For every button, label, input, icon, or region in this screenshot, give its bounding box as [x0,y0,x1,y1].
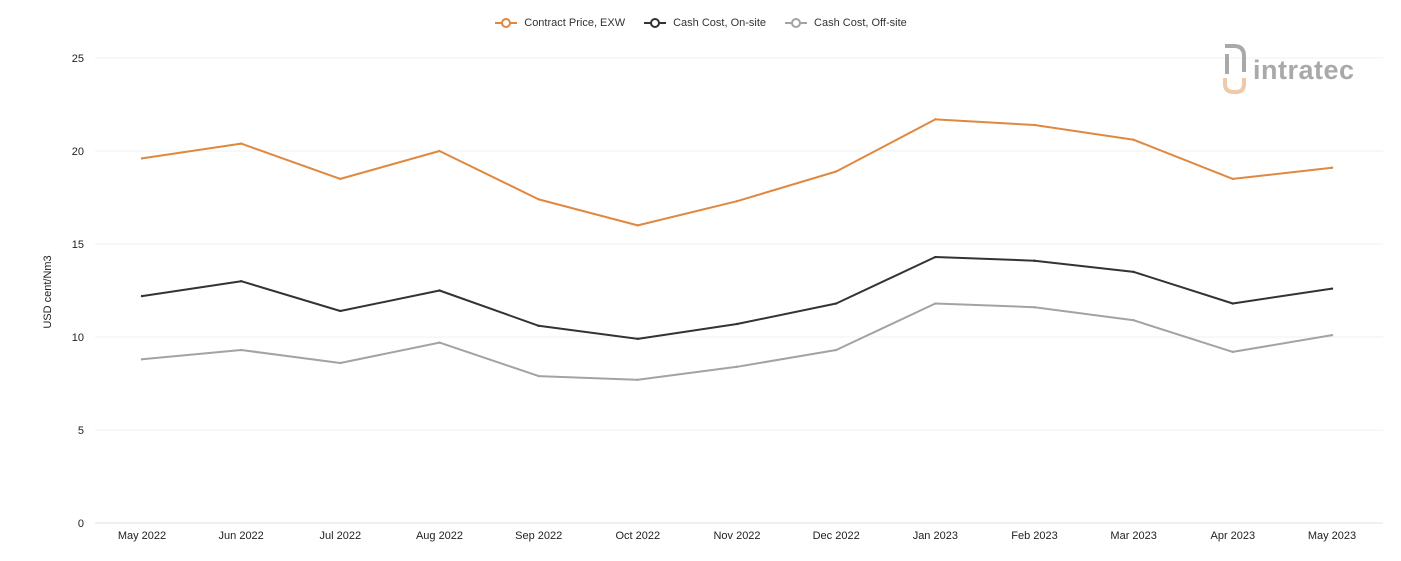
x-tick-label: Mar 2023 [1110,530,1156,542]
legend-item-1: Contract Price, EXW [494,16,625,30]
x-tick-label: Dec 2022 [813,530,860,542]
data-point-series-3 [537,374,540,378]
data-point-series-3 [438,341,441,344]
legend-swatch [495,18,518,28]
data-point-series-1 [1033,123,1036,127]
data-point-series-2 [735,322,739,326]
y-tick-label-0: 0 [78,518,84,530]
x-tick-label: Oct 2022 [616,530,661,542]
x-tick-label: Jun 2022 [219,530,264,542]
y-tick-label-15: 15 [72,239,84,251]
data-point-series-2 [1132,270,1135,274]
data-point-series-2 [834,302,838,305]
data-point-series-2 [438,289,441,292]
legend-item-3: Cash Cost, Off-site [784,16,907,30]
data-point-series-1 [537,198,540,201]
data-point-series-3 [1033,306,1036,309]
x-tick-label: Nov 2022 [713,530,760,542]
data-point-series-2 [339,309,342,313]
data-point-series-3 [834,348,838,352]
data-point-series-3 [239,348,243,352]
data-point-series-1 [239,142,243,145]
data-point-series-2 [1330,287,1334,290]
y-tick-label-5: 5 [78,425,84,437]
data-point-series-2 [636,337,640,341]
y-tick-label-25: 25 [72,53,84,65]
data-point-series-3 [140,358,144,361]
data-point-series-1 [1132,138,1135,142]
data-point-series-2 [239,280,243,283]
data-point-series-3 [339,361,342,365]
legend-swatch [785,18,808,28]
intratec-logo-text: intratec [1253,54,1355,85]
data-point-series-1 [636,224,640,227]
legend-item-2: Cash Cost, On-site [643,16,766,30]
legend-label: Contract Price, EXW [524,17,626,29]
intratec-logo: intratec [1222,44,1355,96]
x-tick-label: Jul 2022 [320,530,362,542]
data-point-series-1 [438,149,441,153]
data-point-series-3 [1231,350,1235,354]
data-point-series-3 [735,365,739,368]
y-tick-label-20: 20 [72,146,84,158]
x-tick-label: May 2023 [1308,530,1356,542]
data-point-series-3 [934,302,937,305]
intratec-logo-icon [1223,44,1246,94]
data-point-series-1 [735,200,739,203]
data-point-series-1 [834,170,838,173]
x-tick-label: May 2022 [118,530,166,542]
x-tick-label: Aug 2022 [416,530,463,542]
series-line-1 [141,118,1333,227]
data-point-series-1 [339,177,342,181]
legend-label: Cash Cost, Off-site [814,17,907,29]
data-point-series-1 [1330,166,1334,169]
data-point-series-1 [1231,177,1235,181]
x-tick-label: Jan 2023 [913,530,958,542]
y-tick-label-10: 10 [72,332,84,344]
x-tick-label: Sep 2022 [515,530,562,542]
data-point-series-2 [537,324,540,328]
legend-swatch [644,18,667,28]
data-point-series-1 [140,157,144,160]
series-line-3 [141,302,1333,381]
data-point-series-2 [1231,302,1235,305]
legend-label: Cash Cost, On-site [673,17,767,29]
chart-legend: Contract Price, EXW Cash Cost, On-site Cas… [0,16,1401,30]
data-point-series-3 [636,378,640,381]
x-tick-label: Apr 2023 [1211,530,1256,542]
data-point-series-2 [934,255,937,259]
data-point-series-3 [1132,319,1135,322]
x-tick-label: Feb 2023 [1011,530,1057,542]
data-point-series-2 [1033,259,1036,262]
data-point-series-3 [1330,333,1334,337]
data-point-series-2 [140,294,144,298]
data-point-series-1 [934,118,937,121]
